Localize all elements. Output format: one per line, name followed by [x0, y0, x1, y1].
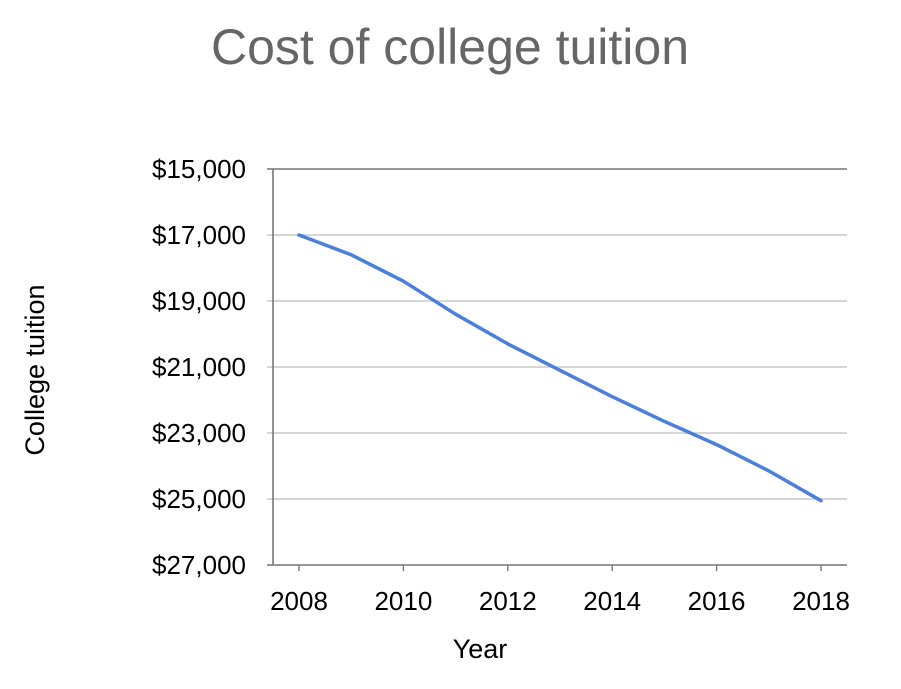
- y-tick-label: $25,000: [152, 484, 246, 514]
- x-tick-label: 2012: [479, 586, 537, 616]
- chart-title: Cost of college tuition: [211, 19, 689, 75]
- y-tick-label: $23,000: [152, 418, 246, 448]
- x-tick-label: 2008: [270, 586, 328, 616]
- x-tick-label: 2018: [792, 586, 850, 616]
- x-tick-label: 2010: [374, 586, 432, 616]
- x-tick-label: 2016: [688, 586, 746, 616]
- x-tick-label: 2014: [583, 586, 641, 616]
- y-tick-label: $15,000: [152, 154, 246, 184]
- series-lines: [297, 233, 823, 503]
- x-axis-ticks: 2008 2010 2012 2014 2016 2018: [270, 565, 850, 616]
- x-axis-label: Year: [453, 634, 508, 664]
- y-axis-label: College tuition: [20, 284, 50, 455]
- y-tick-label: $21,000: [152, 352, 246, 382]
- series-line: [297, 233, 823, 503]
- y-axis-ticks: $15,000 $17,000 $19,000 $21,000 $23,000 $25,0…: [152, 154, 246, 580]
- y-tick-label: $27,000: [152, 550, 246, 580]
- y-tick-label: $19,000: [152, 286, 246, 316]
- y-tick-label: $17,000: [152, 220, 246, 250]
- gridlines: [267, 168, 847, 566]
